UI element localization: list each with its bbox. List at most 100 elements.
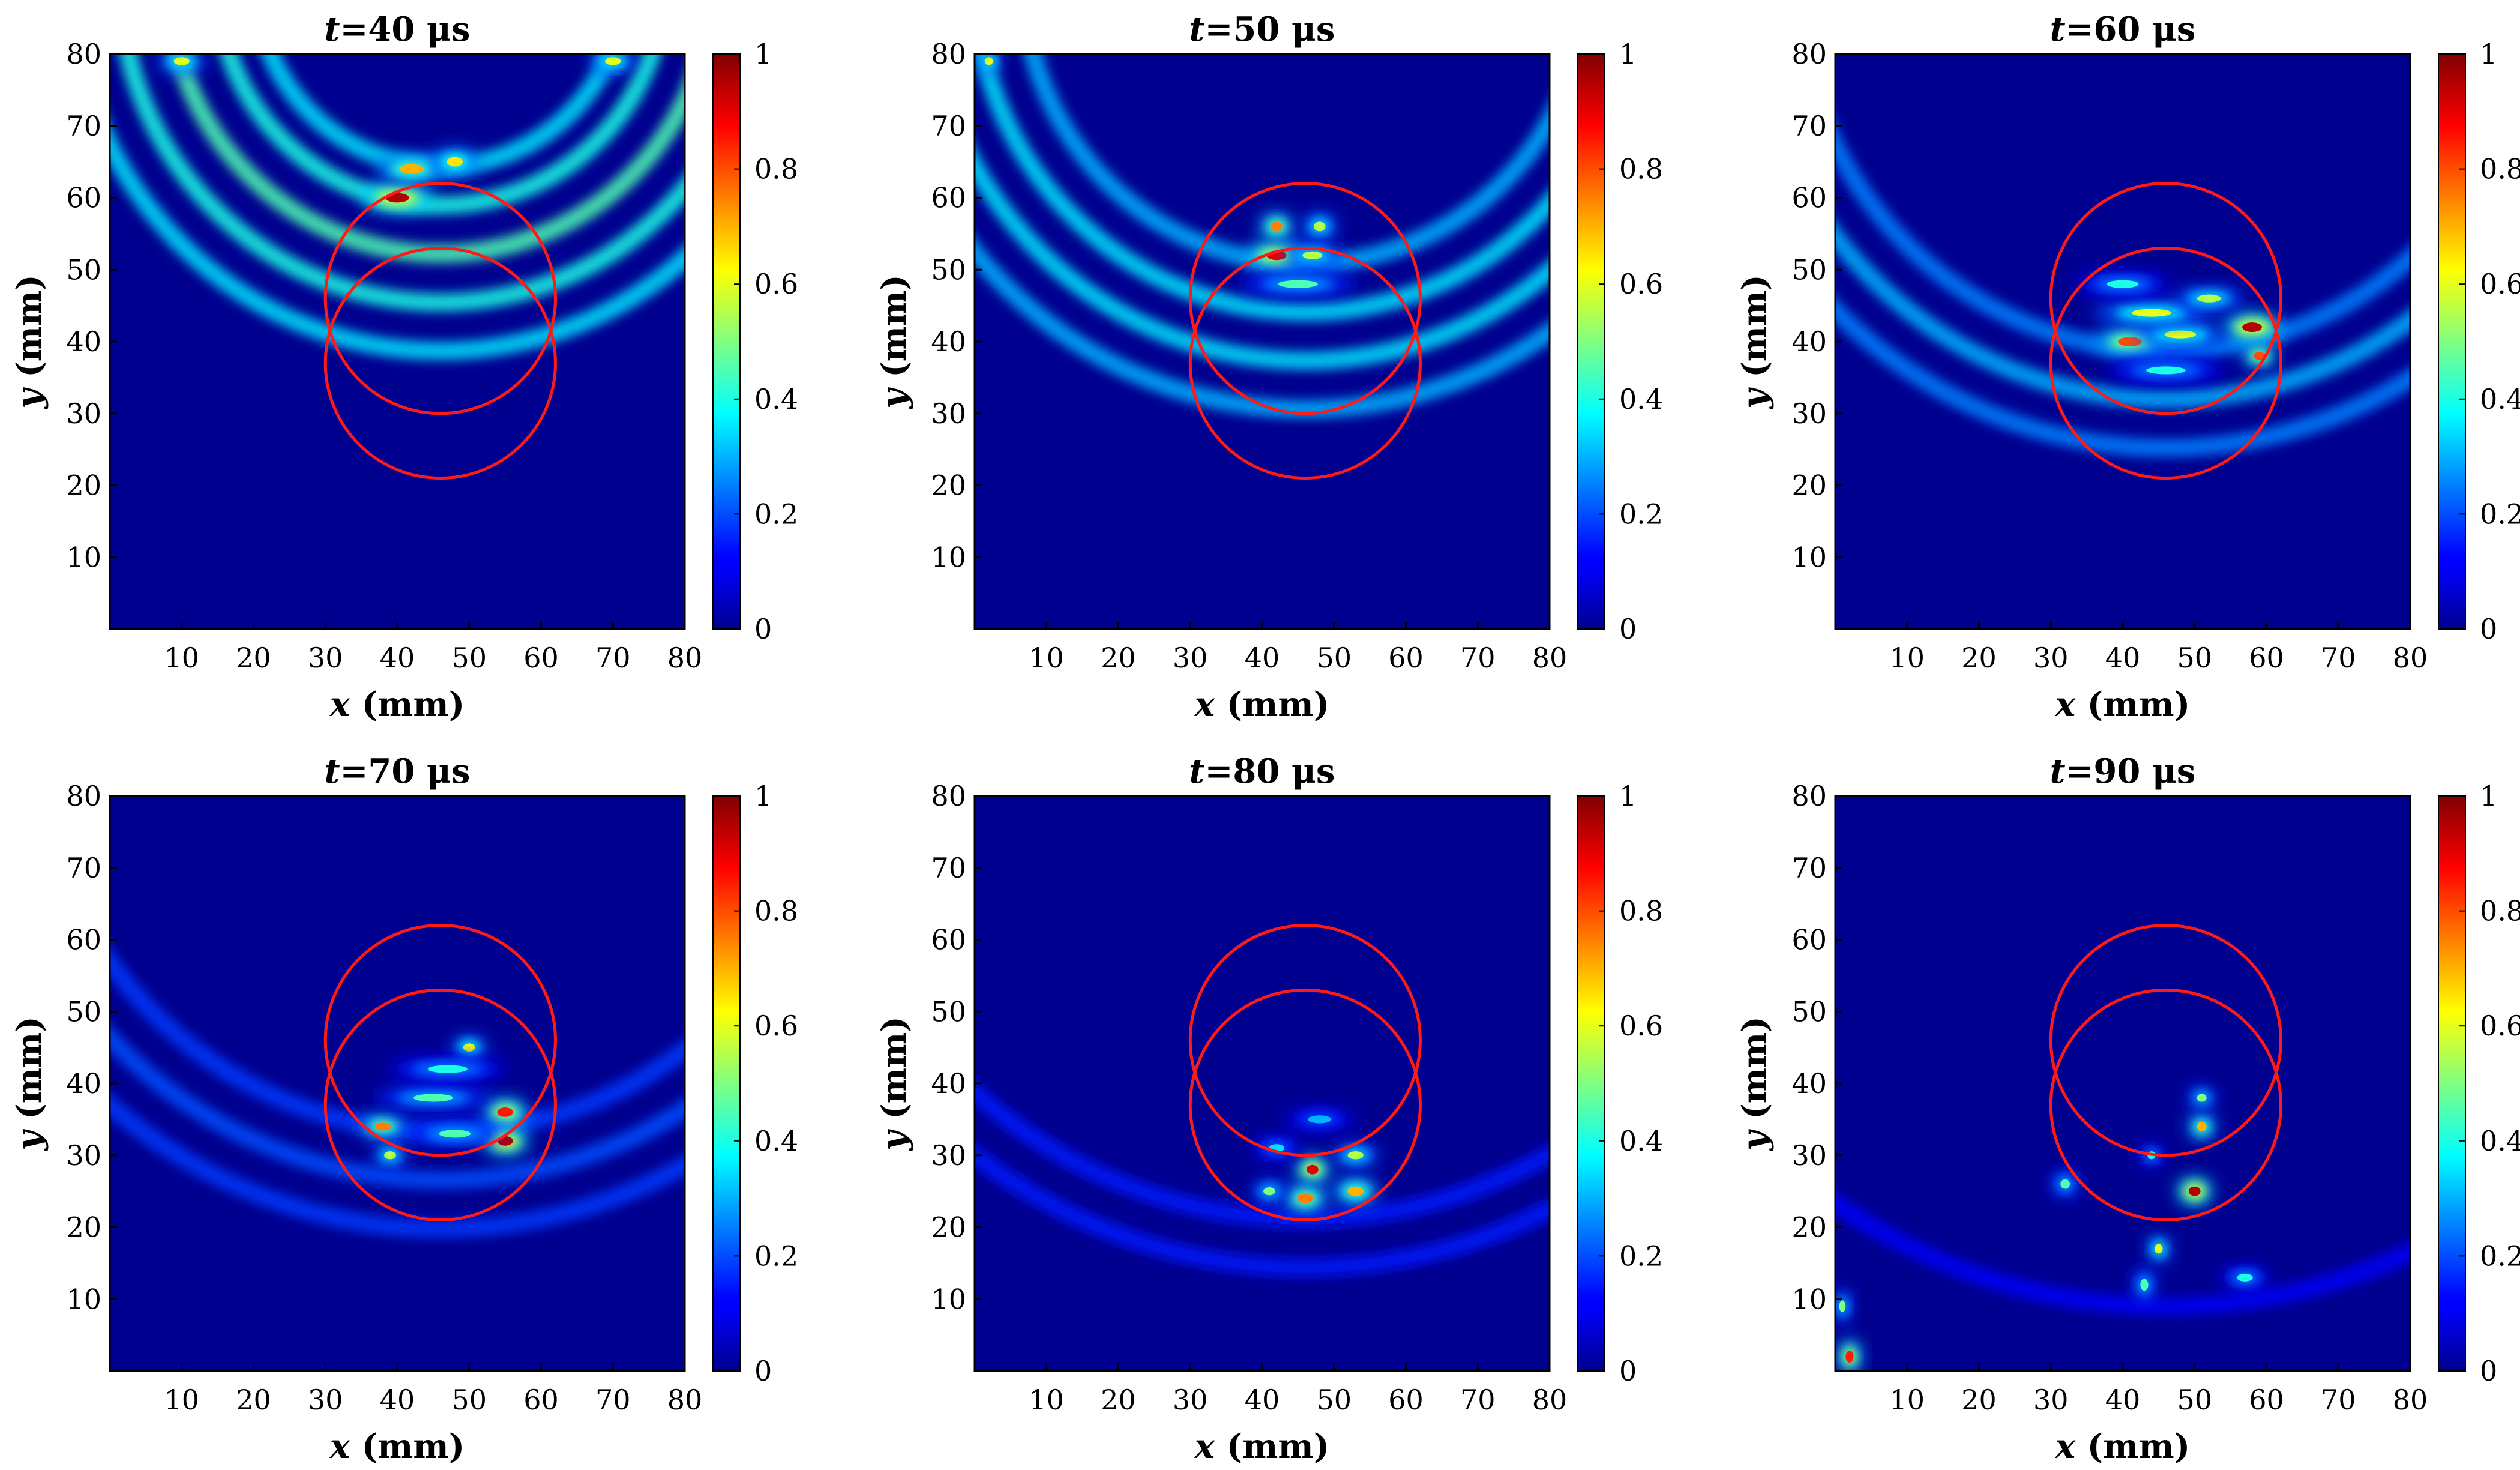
panel-title: t=90 μs	[2050, 752, 2196, 791]
colorbar-tick-label: 1	[2480, 780, 2497, 812]
x-axis-label: x (mm)	[1194, 685, 1329, 724]
colorbar	[2438, 53, 2466, 630]
colorbar-tick-label: 0.2	[754, 498, 798, 530]
colorbar	[1577, 53, 1605, 630]
x-tick-label: 70	[2321, 642, 2356, 674]
hotspot-core	[439, 1130, 471, 1138]
x-tick-label: 40	[1245, 1384, 1280, 1416]
y-tick-label: 60	[931, 924, 966, 956]
y-axis-label: y (mm)	[874, 1016, 914, 1152]
y-tick-label: 10	[1791, 541, 1827, 573]
x-tick-label: 70	[595, 1384, 631, 1416]
x-tick-label: 70	[1460, 642, 1496, 674]
x-tick-label: 20	[1961, 1384, 1997, 1416]
y-tick-label: 50	[931, 253, 966, 286]
x-axis-label: x (mm)	[2055, 1427, 2190, 1466]
colorbar-tick-label: 1	[2480, 38, 2497, 70]
hotspot-core	[463, 1043, 475, 1052]
x-tick-label: 40	[2105, 1384, 2141, 1416]
y-axis-label: y (mm)	[1735, 274, 1775, 410]
wavefront-band	[1835, 297, 2410, 457]
wavefront-band	[975, 54, 1550, 321]
defect-circle	[323, 246, 557, 480]
y-tick-label: 70	[931, 110, 966, 142]
hotspot-core	[2188, 1186, 2201, 1196]
y-tick-label: 30	[931, 1139, 966, 1172]
x-tick-label: 20	[1101, 642, 1136, 674]
x-tick-label: 50	[451, 642, 487, 674]
hotspot-core	[413, 1094, 453, 1102]
x-tick-label: 50	[2177, 642, 2212, 674]
y-tick-label: 70	[931, 852, 966, 884]
colorbar-tick-label: 0.4	[754, 1125, 798, 1157]
y-tick-label: 80	[1791, 780, 1827, 812]
wavefront-band	[975, 146, 1550, 370]
defect-circle	[2049, 988, 2282, 1222]
x-tick-label: 70	[1460, 1384, 1496, 1416]
y-tick-label: 40	[66, 1067, 101, 1100]
y-tick-label: 10	[1791, 1283, 1827, 1315]
y-tick-label: 70	[66, 852, 101, 884]
x-axis-label: x (mm)	[1194, 1427, 1329, 1466]
x-tick-label: 40	[1245, 642, 1280, 674]
hotspot-core	[1845, 1351, 1854, 1363]
y-tick-label: 80	[931, 38, 966, 70]
y-tick-label: 30	[1791, 1139, 1827, 1172]
colorbar-tick-label: 0	[2480, 613, 2497, 645]
x-tick-label: 30	[308, 1384, 343, 1416]
y-tick-label: 60	[66, 924, 101, 956]
colorbar-tick-label: 1	[1619, 780, 1637, 812]
y-axis-label: y (mm)	[874, 274, 914, 410]
x-tick-label: 30	[2033, 642, 2069, 674]
x-tick-label: 80	[1532, 642, 1568, 674]
x-tick-label: 40	[2105, 642, 2141, 674]
y-tick-label: 20	[66, 469, 101, 502]
y-tick-label: 50	[66, 253, 101, 286]
y-axis-label: y (mm)	[10, 1016, 49, 1152]
y-tick-label: 20	[66, 1211, 101, 1244]
x-tick-label: 80	[2393, 642, 2428, 674]
x-tick-label: 60	[1388, 1384, 1424, 1416]
colorbar	[712, 795, 741, 1372]
heatmap-field	[975, 54, 1550, 480]
colorbar-tick-label: 0.6	[2480, 268, 2520, 300]
defect-circle	[1188, 988, 1422, 1222]
hotspot-core	[2164, 330, 2197, 339]
colorbar-tick-label: 0.2	[1619, 1240, 1663, 1272]
y-tick-label: 30	[931, 397, 966, 430]
hotspot-core	[384, 1151, 396, 1160]
colorbar-tick-label: 0	[2480, 1355, 2497, 1387]
wavefront-band	[220, 54, 661, 214]
colorbar-tick-label: 0.6	[1619, 1010, 1663, 1042]
x-tick-label: 80	[667, 1384, 703, 1416]
hotspot-core	[1271, 221, 1283, 232]
colorbar-tick-label: 0.8	[1619, 153, 1663, 185]
hotspot-core	[1306, 1164, 1319, 1175]
wavefront-band	[119, 54, 685, 312]
wavefront-band	[975, 238, 1550, 418]
defect-circle	[1188, 182, 1422, 415]
x-tick-label: 80	[2393, 1384, 2428, 1416]
hotspot-core	[2242, 322, 2263, 332]
y-tick-label: 80	[931, 780, 966, 812]
heatmap-background	[110, 796, 685, 1371]
hotspot-core	[1263, 1187, 1275, 1196]
colorbar-tick-label: 0.2	[754, 1240, 798, 1272]
x-tick-label: 50	[2177, 1384, 2212, 1416]
defect-circle	[2049, 182, 2282, 415]
panel-title: t=50 μs	[1189, 10, 1335, 49]
colorbar-tick-label: 0.2	[1619, 498, 1663, 530]
colorbar-tick-label: 1	[754, 38, 772, 70]
heatmap-background	[1835, 796, 2410, 1371]
hotspot-core	[374, 1122, 391, 1131]
hotspot-core	[605, 57, 621, 65]
x-axis-label: x (mm)	[329, 685, 465, 724]
heatmap-field	[110, 54, 685, 480]
defect-circle	[323, 988, 557, 1222]
colorbar	[2438, 795, 2466, 1372]
hotspot-core	[2060, 1179, 2070, 1189]
